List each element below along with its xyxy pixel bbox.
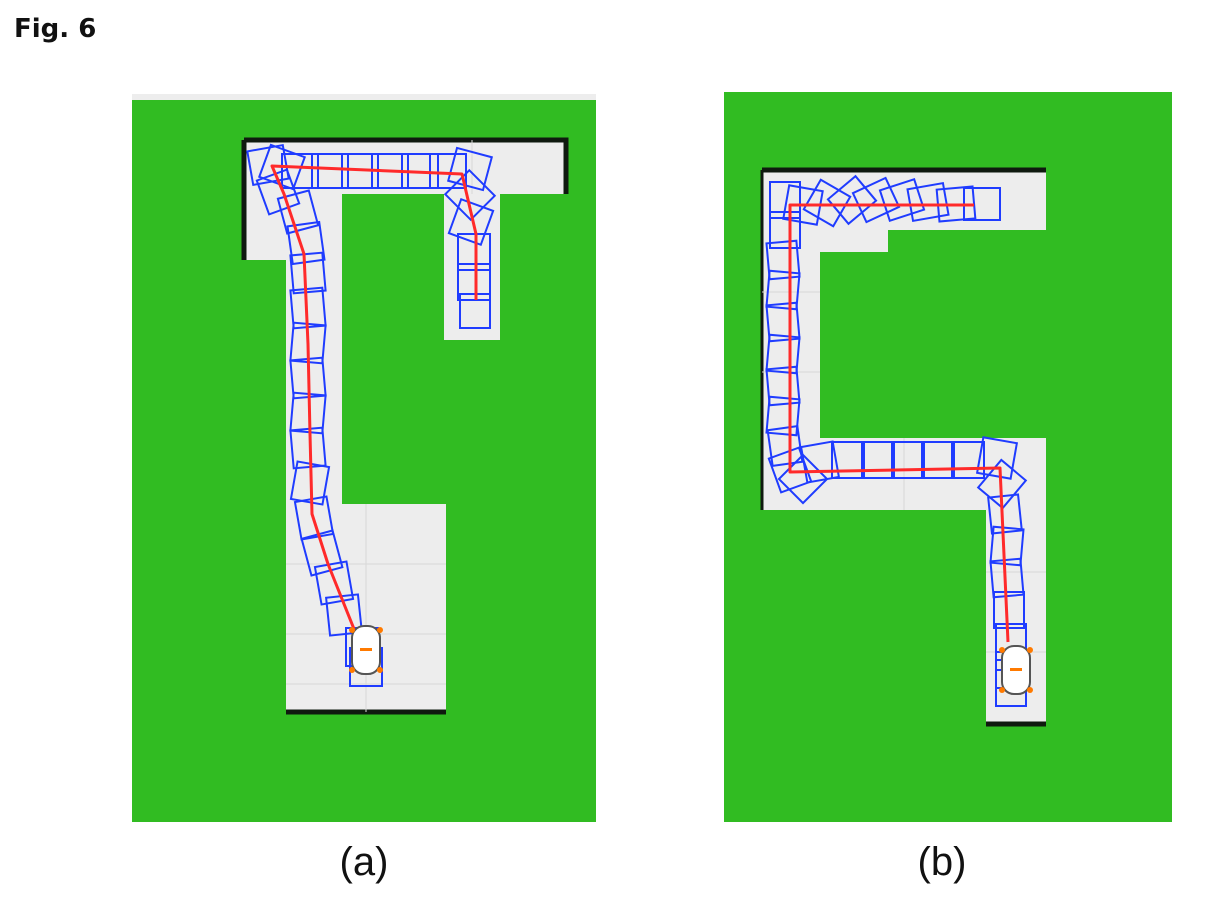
vehicle xyxy=(999,646,1033,694)
vehicle-corner-marker xyxy=(349,667,355,673)
vehicle-corner-marker xyxy=(377,627,383,633)
caption-a: (a) xyxy=(304,840,424,885)
panel-a xyxy=(132,94,596,822)
vehicle-corner-marker xyxy=(349,627,355,633)
panel-b xyxy=(724,92,1172,822)
vehicle xyxy=(349,626,383,674)
map-a xyxy=(132,94,596,822)
vehicle-marker xyxy=(1010,668,1022,671)
vehicle-corner-marker xyxy=(999,647,1005,653)
grid-strip xyxy=(132,94,596,100)
vehicle-corner-marker xyxy=(1027,687,1033,693)
vehicle-corner-marker xyxy=(999,687,1005,693)
figure-title: Fig. 6 xyxy=(14,14,96,44)
vehicle-marker xyxy=(360,648,372,651)
vehicle-corner-marker xyxy=(377,667,383,673)
map-b xyxy=(724,92,1172,822)
caption-b: (b) xyxy=(882,840,1002,885)
vehicle-corner-marker xyxy=(1027,647,1033,653)
